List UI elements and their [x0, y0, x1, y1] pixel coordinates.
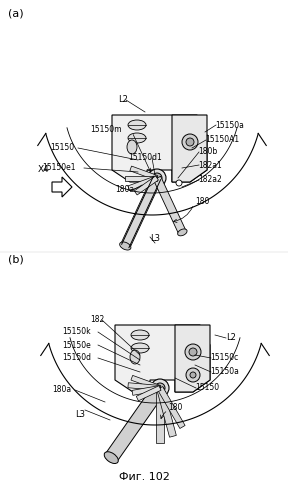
Polygon shape [154, 176, 186, 234]
Text: (b): (b) [8, 255, 24, 265]
Text: 15150: 15150 [195, 384, 219, 392]
Text: 182: 182 [90, 316, 104, 324]
Text: 180a: 180a [52, 386, 71, 394]
Text: 15150a: 15150a [215, 120, 244, 130]
Ellipse shape [104, 452, 118, 464]
Text: 15150d: 15150d [62, 354, 91, 362]
Circle shape [189, 348, 197, 356]
Circle shape [152, 173, 162, 183]
Polygon shape [175, 325, 210, 392]
Text: L3: L3 [150, 234, 160, 243]
Polygon shape [157, 387, 176, 437]
Ellipse shape [131, 343, 149, 353]
Text: L3: L3 [75, 410, 85, 419]
Text: 15150k: 15150k [62, 328, 91, 336]
Circle shape [190, 372, 196, 378]
Circle shape [185, 344, 201, 360]
Polygon shape [172, 115, 207, 182]
Text: Фиг. 102: Фиг. 102 [119, 472, 169, 482]
Polygon shape [128, 176, 158, 190]
Circle shape [186, 138, 194, 146]
Text: X4: X4 [38, 166, 50, 174]
Text: 180: 180 [195, 198, 209, 206]
Text: 182a1: 182a1 [198, 160, 222, 170]
Polygon shape [52, 177, 72, 197]
Polygon shape [130, 166, 158, 180]
Text: 15150m: 15150m [90, 126, 122, 134]
Text: 15150e1: 15150e1 [42, 164, 75, 172]
Ellipse shape [178, 229, 187, 236]
Polygon shape [156, 388, 164, 443]
Text: 180: 180 [168, 404, 182, 412]
Circle shape [176, 180, 182, 186]
Text: L2: L2 [118, 96, 128, 104]
Polygon shape [131, 376, 161, 390]
Polygon shape [112, 115, 207, 182]
Circle shape [155, 383, 165, 393]
Polygon shape [132, 386, 160, 396]
Ellipse shape [128, 120, 146, 130]
Polygon shape [121, 176, 162, 248]
Ellipse shape [127, 140, 137, 154]
Text: 180b: 180b [198, 148, 217, 156]
Text: 15150a: 15150a [210, 368, 239, 376]
Polygon shape [134, 176, 158, 195]
Text: 15150c: 15150c [210, 354, 238, 362]
Polygon shape [105, 384, 166, 462]
Ellipse shape [128, 133, 146, 143]
Polygon shape [158, 386, 185, 428]
Ellipse shape [130, 350, 140, 364]
Circle shape [186, 368, 200, 382]
Circle shape [151, 379, 169, 397]
Ellipse shape [120, 242, 131, 250]
Polygon shape [128, 382, 160, 390]
Text: 15150A1: 15150A1 [205, 136, 239, 144]
Circle shape [148, 169, 166, 187]
Polygon shape [115, 325, 210, 392]
Ellipse shape [131, 330, 149, 340]
Polygon shape [136, 386, 161, 401]
Text: 15150e: 15150e [62, 340, 91, 349]
Text: 15150: 15150 [50, 144, 74, 152]
Text: L2: L2 [226, 334, 236, 342]
Text: 15150d1: 15150d1 [128, 154, 162, 162]
Text: (a): (a) [8, 8, 24, 18]
Text: 180a: 180a [115, 186, 134, 194]
Circle shape [182, 134, 198, 150]
Polygon shape [125, 176, 157, 180]
Text: 182a2: 182a2 [198, 176, 222, 184]
